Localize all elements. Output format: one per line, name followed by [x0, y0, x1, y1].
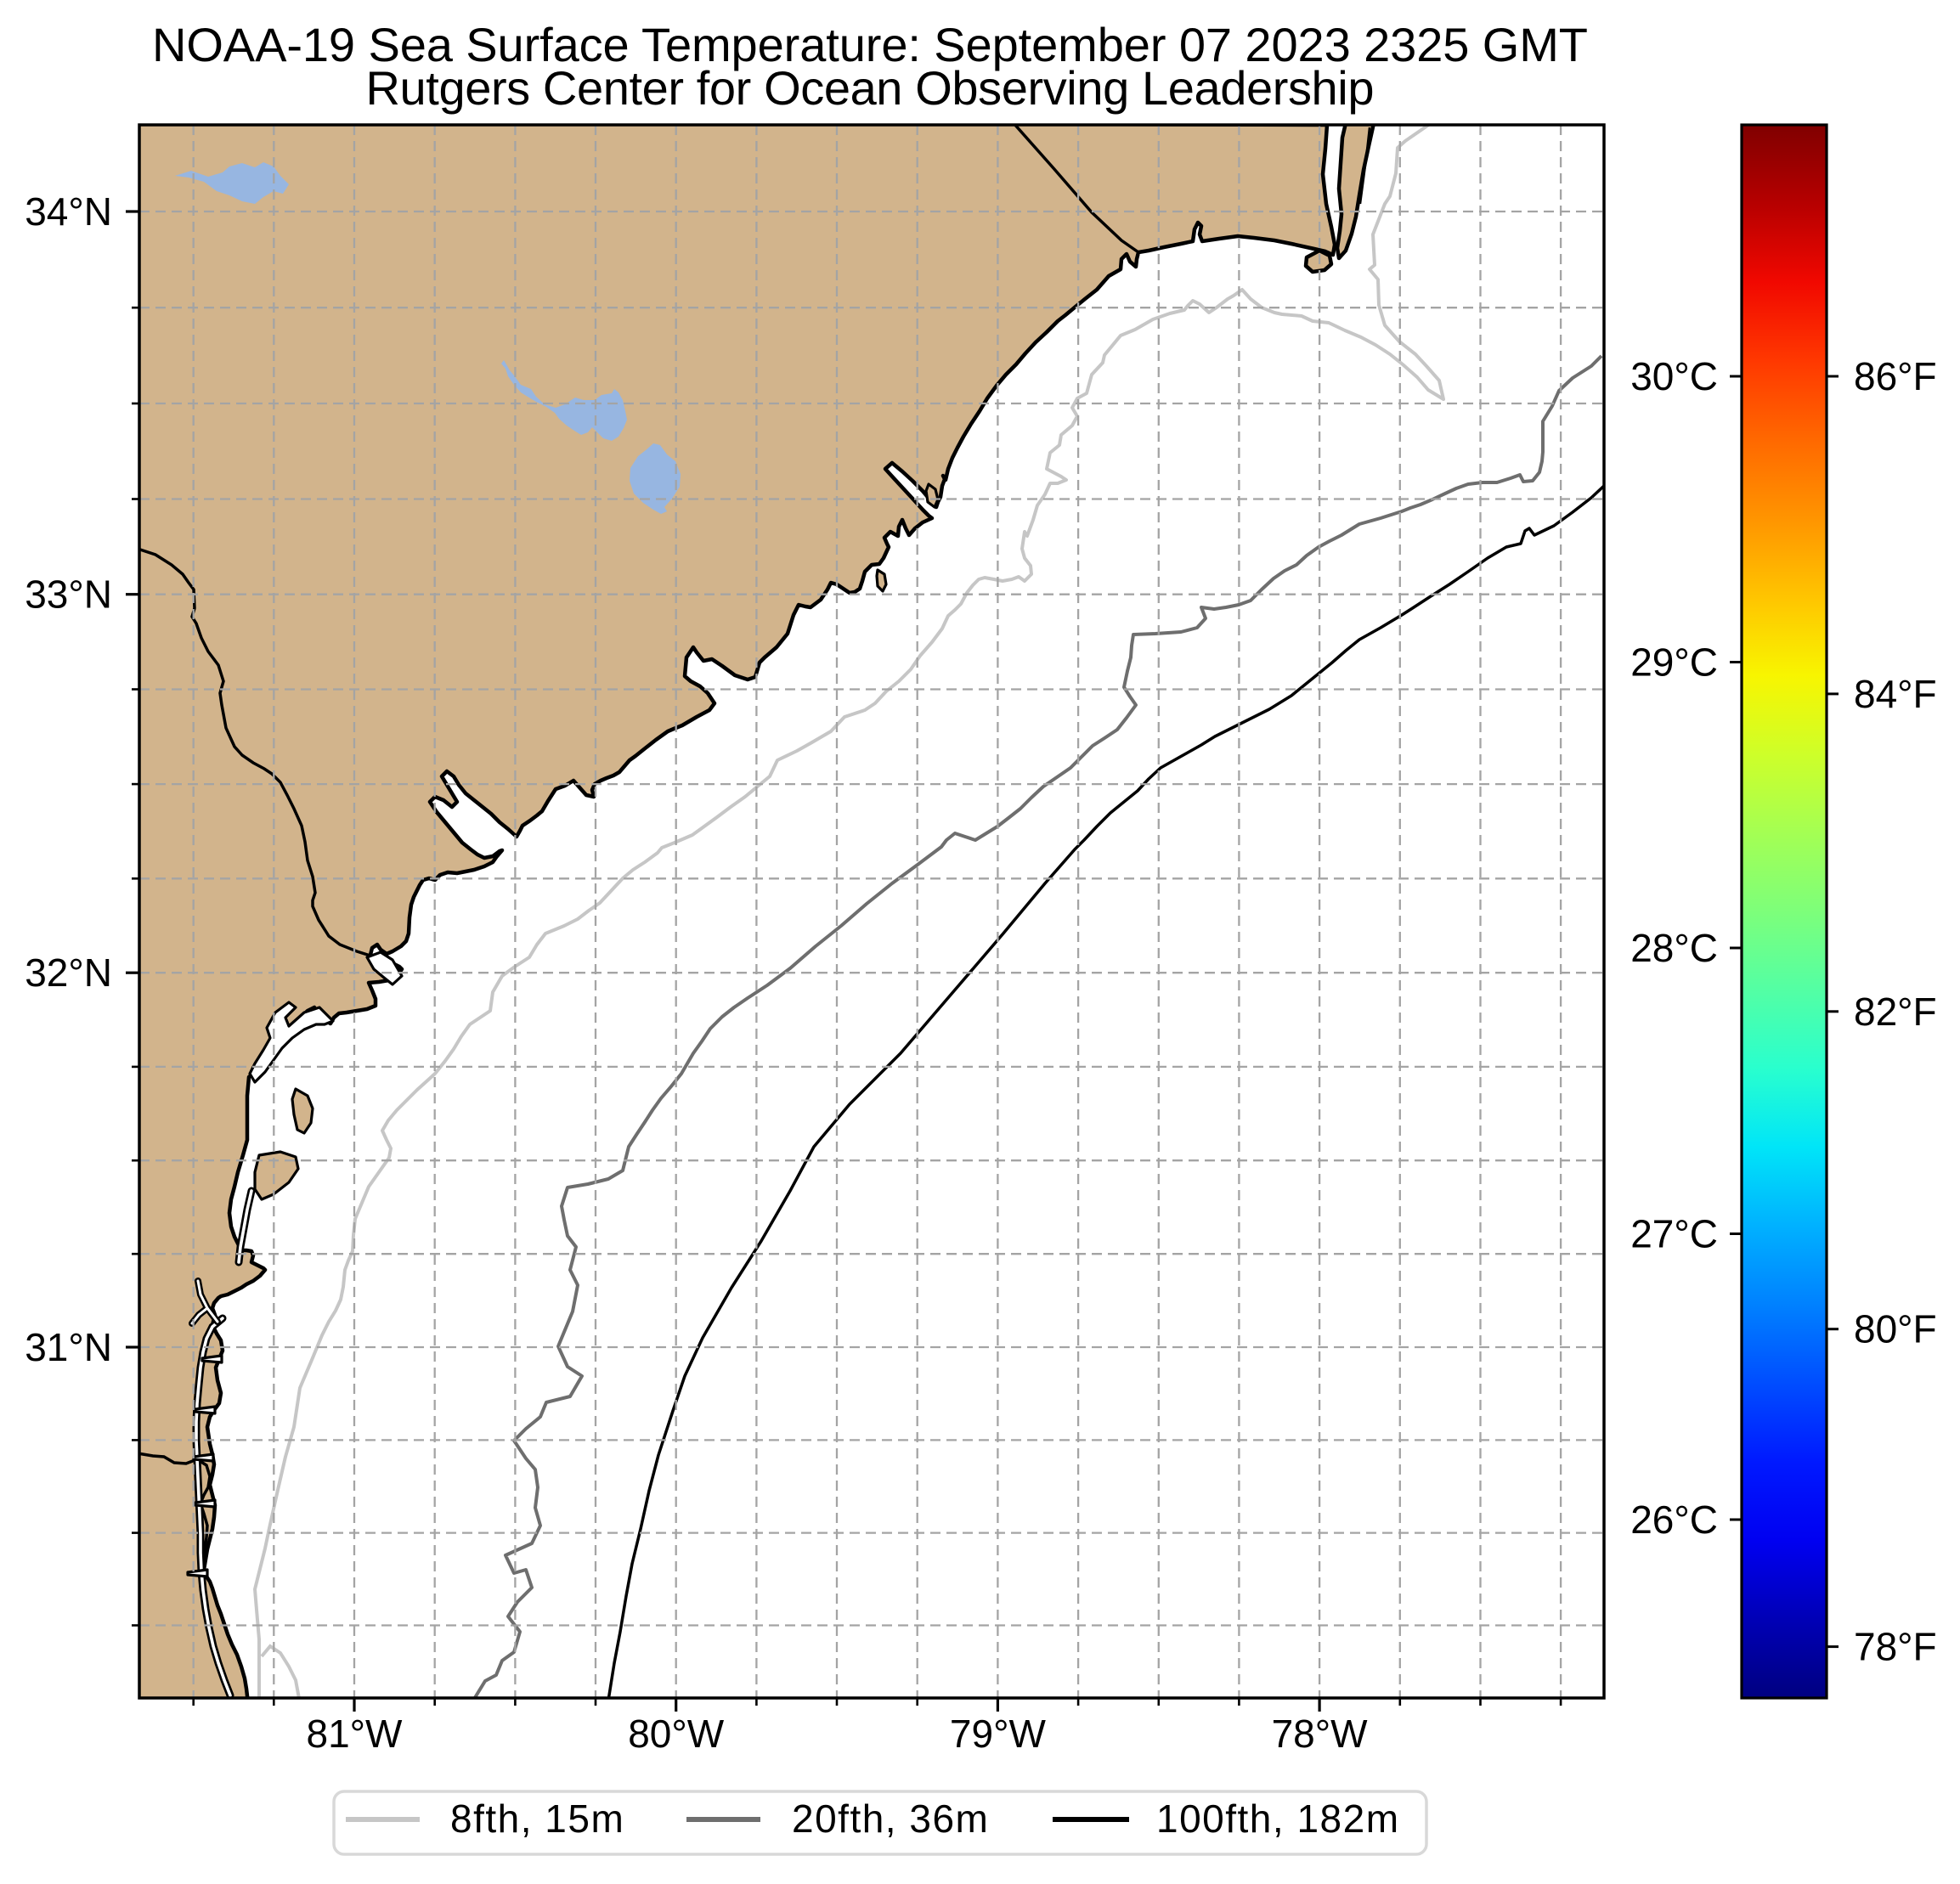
svg-text:NOAA-19 Sea Surface Temperatur: NOAA-19 Sea Surface Temperature: Septemb…	[152, 18, 1588, 71]
svg-text:33°N: 33°N	[25, 573, 112, 617]
svg-text:82°F: 82°F	[1854, 990, 1937, 1034]
svg-text:86°F: 86°F	[1854, 354, 1937, 398]
svg-text:27°C: 27°C	[1630, 1212, 1718, 1256]
svg-text:78°W: 78°W	[1272, 1712, 1369, 1756]
svg-text:81°W: 81°W	[307, 1712, 404, 1756]
svg-text:34°N: 34°N	[25, 189, 112, 234]
svg-text:31°N: 31°N	[25, 1325, 112, 1369]
svg-text:20fth, 36m: 20fth, 36m	[792, 1797, 989, 1841]
svg-text:80°W: 80°W	[628, 1712, 725, 1756]
svg-text:Rutgers Center for Ocean Obser: Rutgers Center for Ocean Observing Leade…	[366, 61, 1375, 115]
svg-text:8fth, 15m: 8fth, 15m	[450, 1797, 624, 1841]
svg-text:79°W: 79°W	[950, 1712, 1047, 1756]
svg-text:28°C: 28°C	[1630, 926, 1718, 970]
svg-text:84°F: 84°F	[1854, 672, 1937, 716]
svg-text:30°C: 30°C	[1630, 354, 1718, 398]
svg-text:26°C: 26°C	[1630, 1498, 1718, 1542]
svg-text:100fth, 182m: 100fth, 182m	[1156, 1797, 1400, 1841]
svg-text:32°N: 32°N	[25, 950, 112, 995]
svg-text:29°C: 29°C	[1630, 640, 1718, 685]
svg-text:80°F: 80°F	[1854, 1307, 1937, 1351]
svg-text:78°F: 78°F	[1854, 1625, 1937, 1669]
